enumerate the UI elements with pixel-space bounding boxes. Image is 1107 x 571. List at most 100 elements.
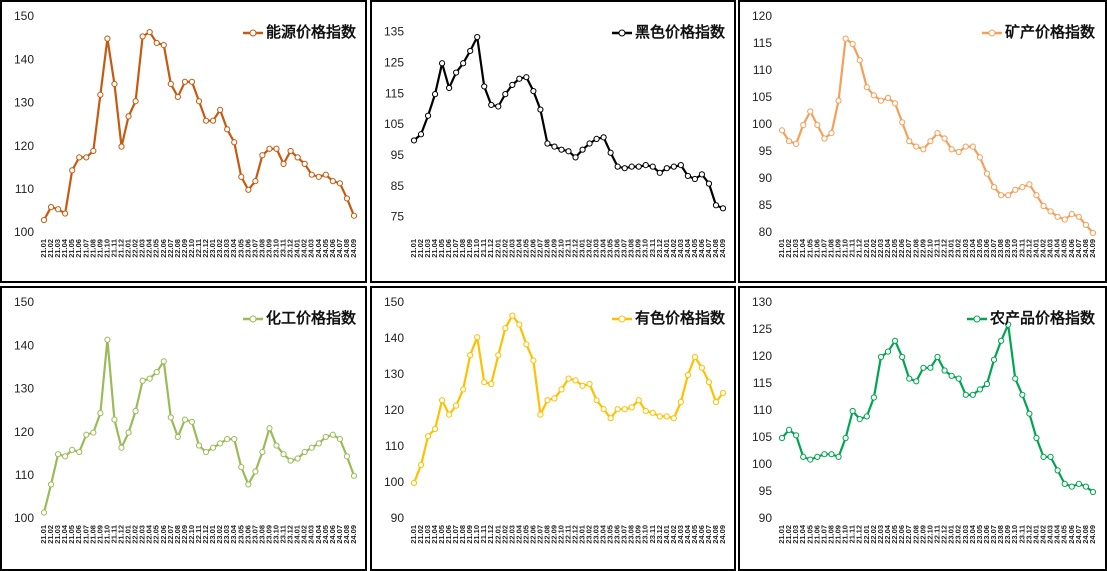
data-point (410, 479, 418, 487)
x-tick-label: 23.08 (627, 525, 636, 544)
x-tick-label: 22.07 (904, 239, 913, 258)
data-point (828, 130, 835, 137)
x-tick-label: 23.10 (271, 239, 280, 258)
x-tick-label: 21.08 (88, 525, 97, 544)
series-line (781, 323, 1094, 493)
x-tick-label: 21.10 (472, 239, 481, 258)
x-tick-label: 23.07 (989, 239, 998, 258)
x-tick-label: 21.06 (444, 525, 453, 544)
x-tick-label: 22.05 (152, 239, 161, 258)
x-tick-label: 23.05 (606, 525, 615, 544)
data-point (460, 60, 467, 67)
x-tick-label: 22.11 (194, 239, 203, 257)
data-point (90, 429, 97, 436)
x-tick-label: 22.08 (173, 239, 182, 258)
x-tick-label: 24.09 (718, 525, 727, 544)
x-tick-label: 21.05 (805, 525, 814, 544)
x-tick-label: 22.05 (521, 525, 530, 544)
x-tick-label: 21.03 (53, 525, 62, 544)
x-tick-label: 23.12 (1024, 525, 1033, 544)
x-tick-label: 24.06 (328, 525, 337, 544)
data-point (322, 171, 329, 178)
data-point (1005, 192, 1012, 199)
x-tick-label: 21.09 (95, 239, 104, 258)
data-point (424, 112, 432, 119)
x-tick-label: 23.04 (229, 524, 238, 544)
data-point (83, 431, 90, 438)
data-point (516, 321, 523, 328)
x-tick-label: 22.12 (940, 525, 949, 544)
data-point (474, 33, 481, 41)
x-tick-label: 23.01 (208, 525, 217, 544)
x-tick-label: 21.09 (465, 239, 474, 258)
x-tick-label: 24.06 (697, 239, 706, 258)
legend-label: 农产品价格指数 (989, 309, 1096, 327)
x-tick-label: 22.03 (876, 239, 885, 258)
x-tick-label: 21.04 (798, 238, 807, 258)
x-tick-label: 23.04 (968, 238, 977, 258)
y-tick-label: 150 (384, 295, 404, 309)
x-tick-label: 24.07 (1074, 239, 1083, 258)
x-tick-label: 23.08 (257, 239, 266, 258)
x-tick-label: 23.10 (641, 525, 650, 544)
data-point (259, 152, 266, 159)
x-tick-label: 23.03 (592, 525, 601, 544)
data-point (705, 379, 713, 386)
x-tick-label: 24.03 (1046, 525, 1055, 544)
y-tick-label: 80 (759, 225, 773, 239)
x-tick-label: 24.06 (697, 525, 706, 544)
x-tick-label: 23.12 (286, 239, 295, 258)
x-tick-label: 21.03 (791, 525, 800, 544)
x-tick-label: 22.03 (138, 239, 147, 258)
data-point (132, 98, 139, 105)
data-point (976, 386, 984, 393)
data-point (835, 97, 842, 104)
data-point (712, 202, 720, 209)
data-point (778, 127, 786, 134)
data-point (698, 171, 706, 178)
x-tick-label: 23.10 (1010, 239, 1019, 258)
x-tick-label: 21.04 (60, 524, 69, 544)
data-point (1026, 181, 1033, 188)
data-point (315, 440, 322, 447)
x-tick-label: 21.02 (416, 239, 425, 258)
x-tick-label: 21.11 (479, 525, 488, 543)
data-point (814, 453, 821, 460)
data-point (537, 411, 544, 418)
data-point (217, 106, 224, 113)
data-point (481, 83, 488, 90)
data-point (998, 192, 1005, 199)
data-point (691, 353, 699, 361)
x-tick-label: 24.04 (314, 524, 323, 544)
x-tick-label: 23.01 (578, 525, 587, 544)
data-point (153, 39, 160, 47)
x-tick-label: 24.09 (1088, 525, 1097, 544)
data-point (509, 81, 516, 88)
y-tick-label: 130 (14, 96, 34, 110)
data-point (502, 325, 509, 332)
data-point (1005, 321, 1012, 328)
data-point (301, 448, 308, 456)
data-point (1012, 375, 1019, 382)
x-tick-label: 23.08 (257, 525, 266, 544)
x-tick-label: 24.05 (321, 239, 330, 258)
data-point (586, 140, 593, 147)
panel-border (738, 0, 1107, 283)
data-point (670, 163, 677, 170)
x-tick-label: 24.08 (342, 239, 351, 258)
y-tick-label: 110 (385, 439, 404, 453)
x-tick-label: 22.12 (571, 239, 580, 258)
x-tick-label: 21.07 (819, 239, 828, 258)
data-point (294, 455, 301, 462)
data-point (231, 139, 238, 146)
y-tick-label: 110 (753, 63, 772, 77)
data-point (474, 334, 481, 341)
y-tick-label: 110 (753, 403, 772, 417)
data-point (90, 147, 97, 155)
x-tick-label: 23.07 (620, 525, 629, 544)
data-point (913, 143, 920, 150)
data-point (1082, 483, 1090, 490)
data-point (287, 147, 294, 155)
panel-border (0, 0, 367, 283)
x-tick-label: 21.09 (465, 525, 474, 544)
